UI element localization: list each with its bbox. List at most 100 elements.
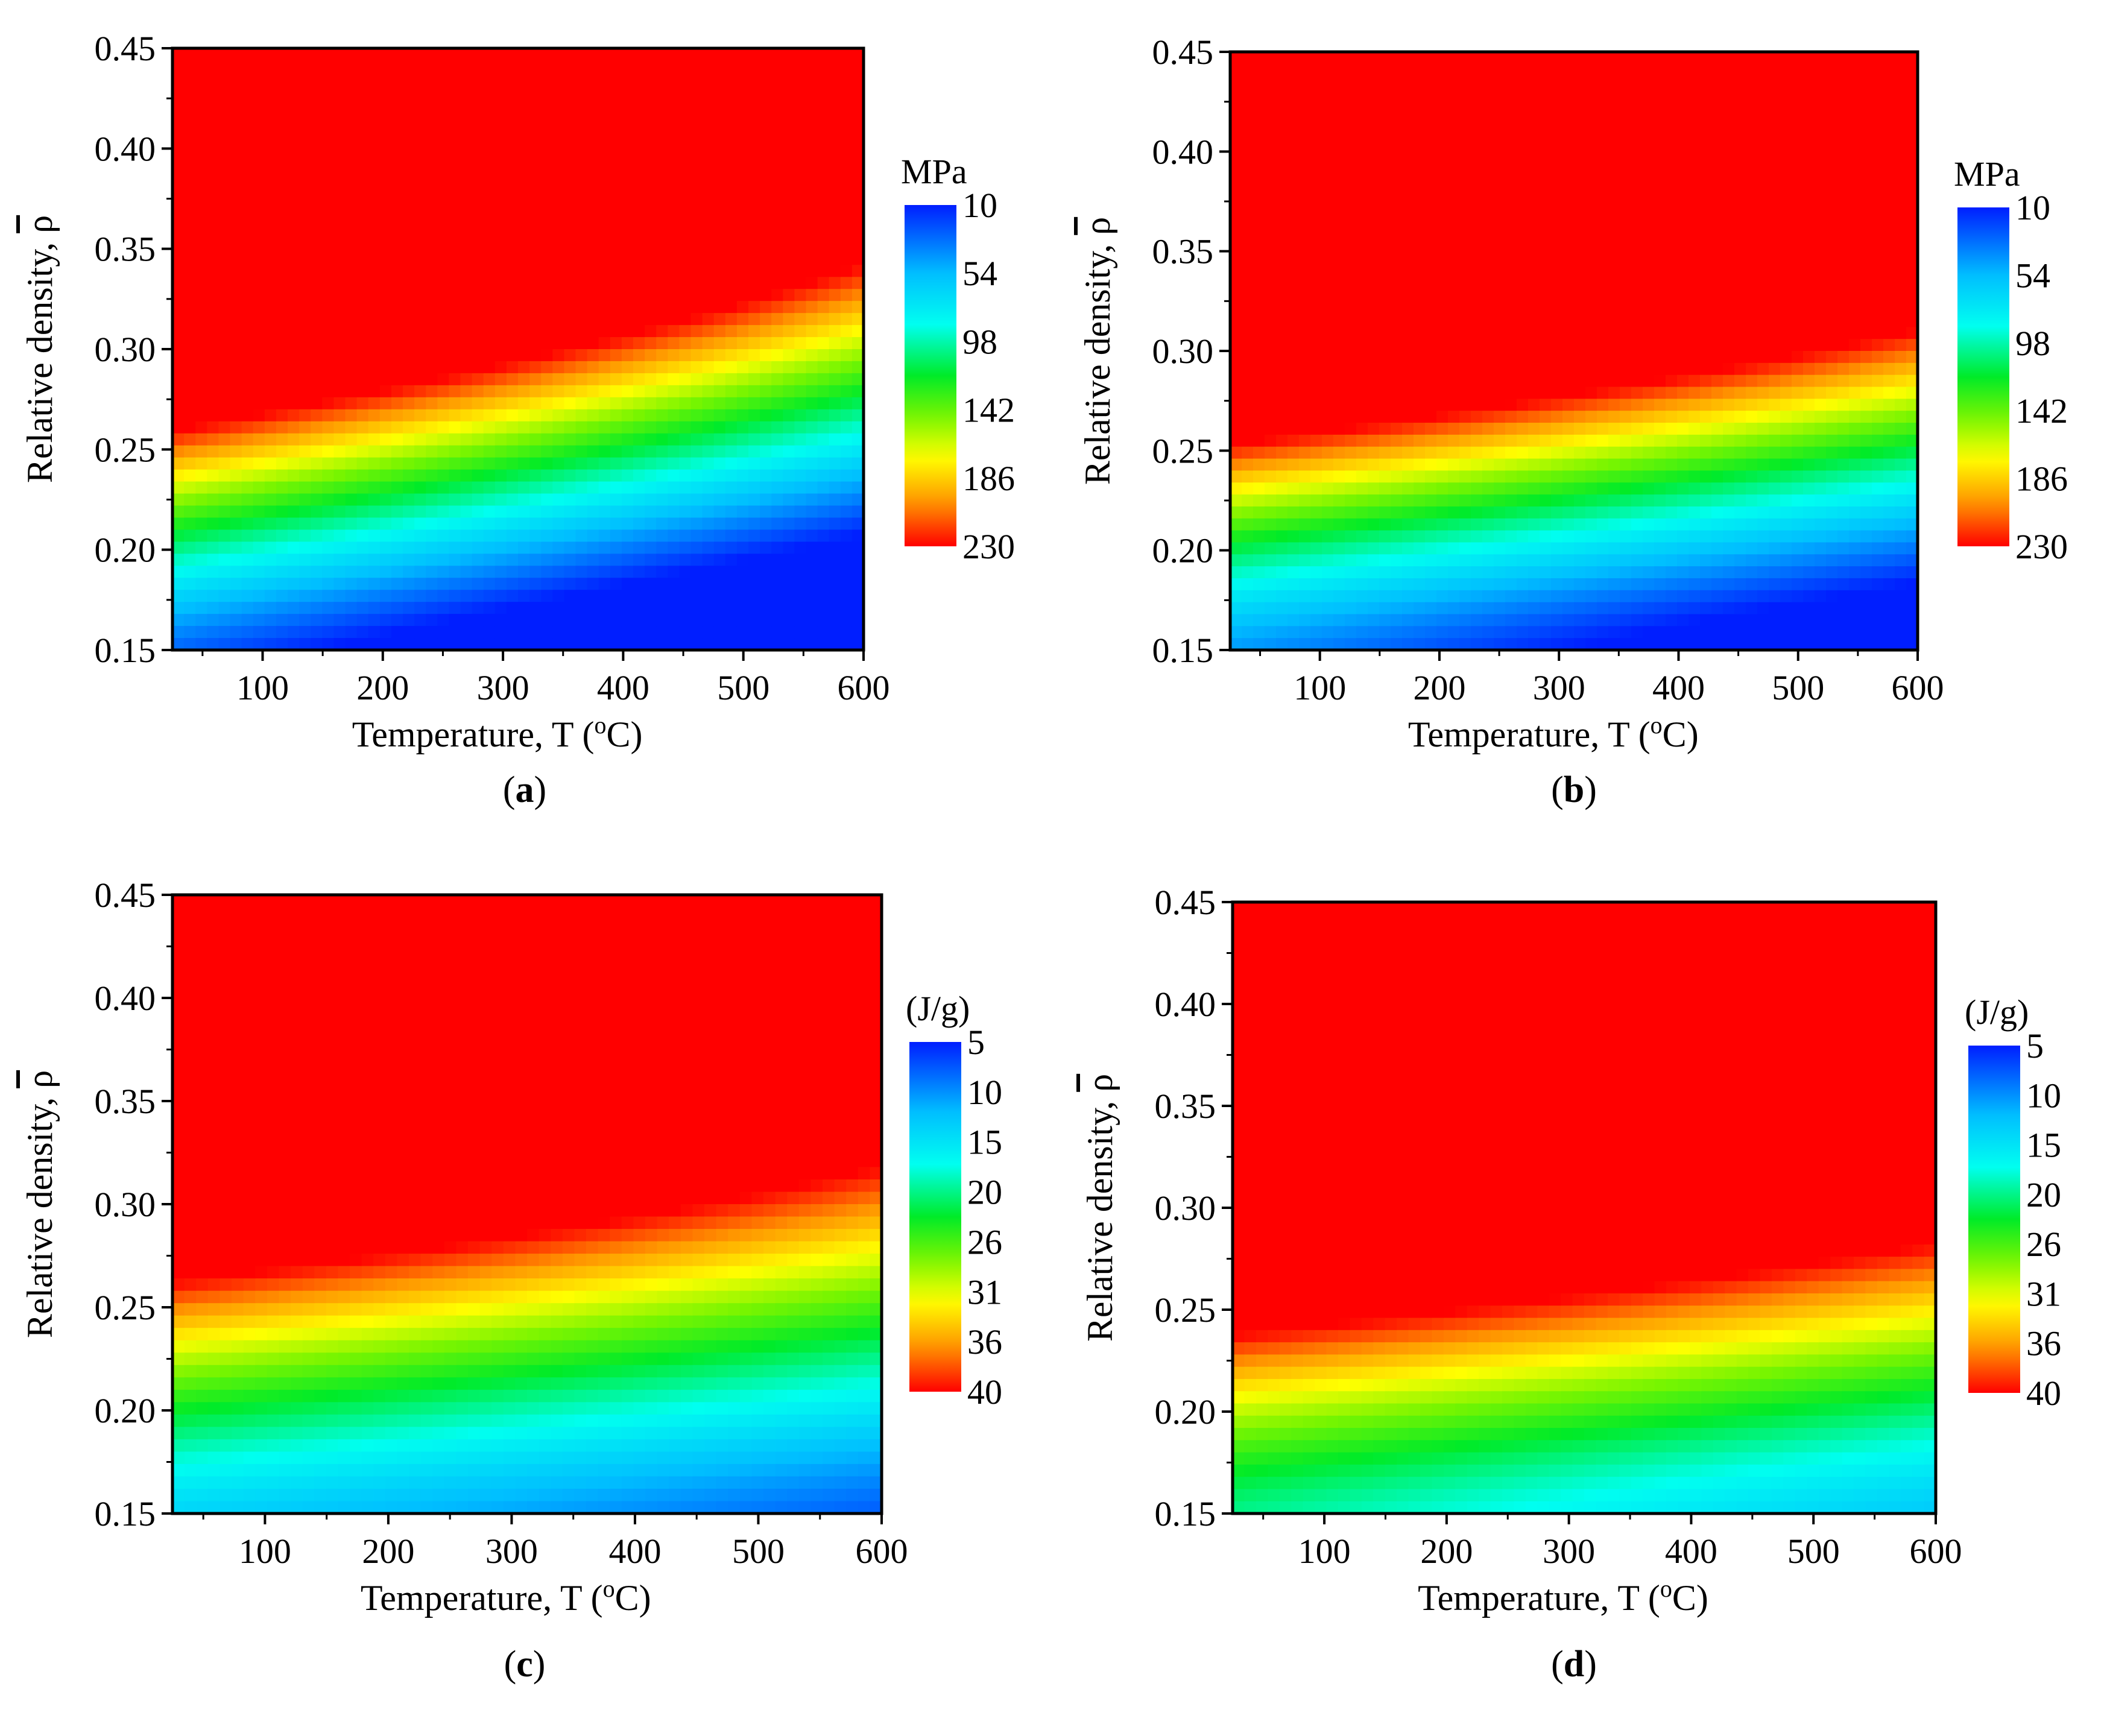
x-tick-label: 100 bbox=[1298, 1532, 1351, 1571]
colorbar-label: 40 bbox=[2026, 1374, 2061, 1413]
panel-caption: (c) bbox=[504, 1644, 546, 1685]
colorbar-label: 10 bbox=[962, 186, 997, 225]
colorbar-label: 230 bbox=[2015, 527, 2068, 566]
y-tick-label: 0.40 bbox=[95, 129, 156, 168]
y-tick-label: 0.45 bbox=[95, 29, 156, 68]
y-tick-label: 0.45 bbox=[1155, 883, 1216, 922]
colorbar-label: 15 bbox=[2026, 1126, 2061, 1165]
x-tick-label: 400 bbox=[1652, 668, 1705, 707]
colorbar-label: 186 bbox=[962, 459, 1015, 498]
colorbar-label: 36 bbox=[967, 1322, 1002, 1362]
x-tick-label: 600 bbox=[856, 1532, 908, 1571]
y-tick-label: 0.20 bbox=[1155, 1392, 1216, 1431]
chart-panel-d: 100 200 300 400 500 600 0.15 0.20 0.25 0.30 0.35 0.… bbox=[1080, 883, 2061, 1685]
x-tick-label: 100 bbox=[239, 1532, 291, 1571]
x-tick-label: 300 bbox=[1533, 668, 1585, 707]
colorbar-title: (J/g) bbox=[906, 989, 970, 1028]
x-tick-label: 100 bbox=[1294, 668, 1346, 707]
colorbar-title: (J/g) bbox=[1965, 993, 2029, 1032]
y-tick-label: 0.25 bbox=[1152, 431, 1214, 470]
colorbar-label: 5 bbox=[2026, 1026, 2044, 1065]
panel-caption: (b) bbox=[1551, 769, 1597, 810]
y-tick-label: 0.35 bbox=[1155, 1087, 1216, 1126]
y-tick-label: 0.15 bbox=[1152, 631, 1214, 670]
x-axis-label: Temperature, T (oC) bbox=[1418, 1575, 1708, 1618]
y-tick-label: 0.25 bbox=[1155, 1290, 1216, 1330]
y-tick-label: 0.30 bbox=[1152, 332, 1214, 371]
x-tick-label: 300 bbox=[477, 668, 529, 707]
x-tick-label: 400 bbox=[1665, 1532, 1717, 1571]
y-tick-label: 0.30 bbox=[95, 1185, 156, 1224]
x-tick-label: 200 bbox=[1420, 1532, 1473, 1571]
x-tick-label: 500 bbox=[1787, 1532, 1840, 1571]
x-tick-label: 600 bbox=[1892, 668, 1944, 707]
y-tick-label: 0.40 bbox=[95, 979, 156, 1018]
y-tick-label: 0.15 bbox=[1155, 1494, 1216, 1533]
colorbar-label: 31 bbox=[967, 1272, 1002, 1311]
colorbar-label: 20 bbox=[967, 1173, 1002, 1212]
y-tick-label: 0.45 bbox=[1152, 33, 1214, 72]
y-tick-label: 0.30 bbox=[1155, 1188, 1216, 1228]
colorbar-label: 5 bbox=[967, 1023, 985, 1062]
colorbar bbox=[1957, 207, 2009, 546]
x-tick-label: 200 bbox=[356, 668, 409, 707]
y-tick-label: 0.35 bbox=[95, 1082, 156, 1121]
x-tick-label: 600 bbox=[838, 668, 890, 707]
y-tick-label: 0.25 bbox=[95, 1288, 156, 1327]
heatmap-field bbox=[172, 895, 882, 1514]
panel-caption: (d) bbox=[1551, 1644, 1597, 1685]
colorbar-label: 15 bbox=[967, 1123, 1002, 1162]
y-tick-label: 0.25 bbox=[95, 430, 156, 469]
x-tick-label: 100 bbox=[236, 668, 289, 707]
colorbar-label: 98 bbox=[962, 322, 997, 361]
colorbar bbox=[909, 1042, 961, 1392]
x-tick-label: 500 bbox=[1772, 668, 1824, 707]
colorbar-label: 230 bbox=[962, 527, 1015, 566]
colorbar-label: 142 bbox=[962, 391, 1015, 430]
panel-caption: (a) bbox=[503, 769, 546, 810]
y-axis-label: Relative density, ρ bbox=[20, 1070, 60, 1338]
colorbar-label: 31 bbox=[2026, 1274, 2061, 1313]
x-tick-label: 300 bbox=[1543, 1532, 1595, 1571]
x-tick-label: 400 bbox=[608, 1532, 661, 1571]
chart-panel-b: 100 200 300 400 500 600 0.15 0.20 0.25 0.30 0.35 0.… bbox=[1078, 33, 2068, 810]
x-axis-label: Temperature, T (oC) bbox=[352, 712, 643, 755]
y-tick-label: 0.20 bbox=[95, 1391, 156, 1430]
x-axis-label: Temperature, T (oC) bbox=[1408, 712, 1699, 755]
colorbar-label: 54 bbox=[2015, 256, 2050, 295]
x-tick-label: 600 bbox=[1910, 1532, 1962, 1571]
y-axis-label: Relative density, ρ bbox=[20, 215, 60, 483]
colorbar-label: 10 bbox=[2015, 188, 2050, 227]
colorbar-label: 54 bbox=[962, 254, 997, 293]
colorbar-label: 26 bbox=[2026, 1225, 2061, 1264]
x-tick-label: 400 bbox=[597, 668, 649, 707]
y-tick-label: 0.20 bbox=[1152, 531, 1214, 570]
y-tick-label: 0.35 bbox=[1152, 232, 1214, 271]
colorbar-title: MPa bbox=[901, 152, 967, 191]
colorbar-label: 186 bbox=[2015, 459, 2068, 499]
y-axis-label: Relative density, ρ bbox=[1080, 1074, 1120, 1342]
heatmap-field bbox=[172, 48, 864, 651]
colorbar-label: 142 bbox=[2015, 391, 2068, 431]
x-axis-label: Temperature, T (oC) bbox=[361, 1575, 651, 1618]
y-tick-label: 0.40 bbox=[1155, 985, 1216, 1024]
x-tick-label: 500 bbox=[732, 1532, 785, 1571]
heatmap-field bbox=[1230, 52, 1918, 651]
colorbar-label: 20 bbox=[2026, 1175, 2061, 1214]
colorbar bbox=[905, 205, 956, 546]
colorbar-title: MPa bbox=[1954, 154, 2020, 194]
colorbar-label: 40 bbox=[967, 1372, 1002, 1412]
colorbar-label: 26 bbox=[967, 1222, 1002, 1261]
heatmap-field bbox=[1233, 902, 1936, 1514]
colorbar-label: 98 bbox=[2015, 324, 2050, 363]
y-tick-label: 0.30 bbox=[95, 330, 156, 369]
colorbar-label: 10 bbox=[967, 1073, 1002, 1112]
y-tick-label: 0.15 bbox=[95, 1494, 156, 1533]
colorbar bbox=[1968, 1046, 2020, 1393]
x-tick-label: 200 bbox=[1413, 668, 1465, 707]
y-tick-label: 0.20 bbox=[95, 531, 156, 570]
y-tick-label: 0.40 bbox=[1152, 132, 1214, 171]
